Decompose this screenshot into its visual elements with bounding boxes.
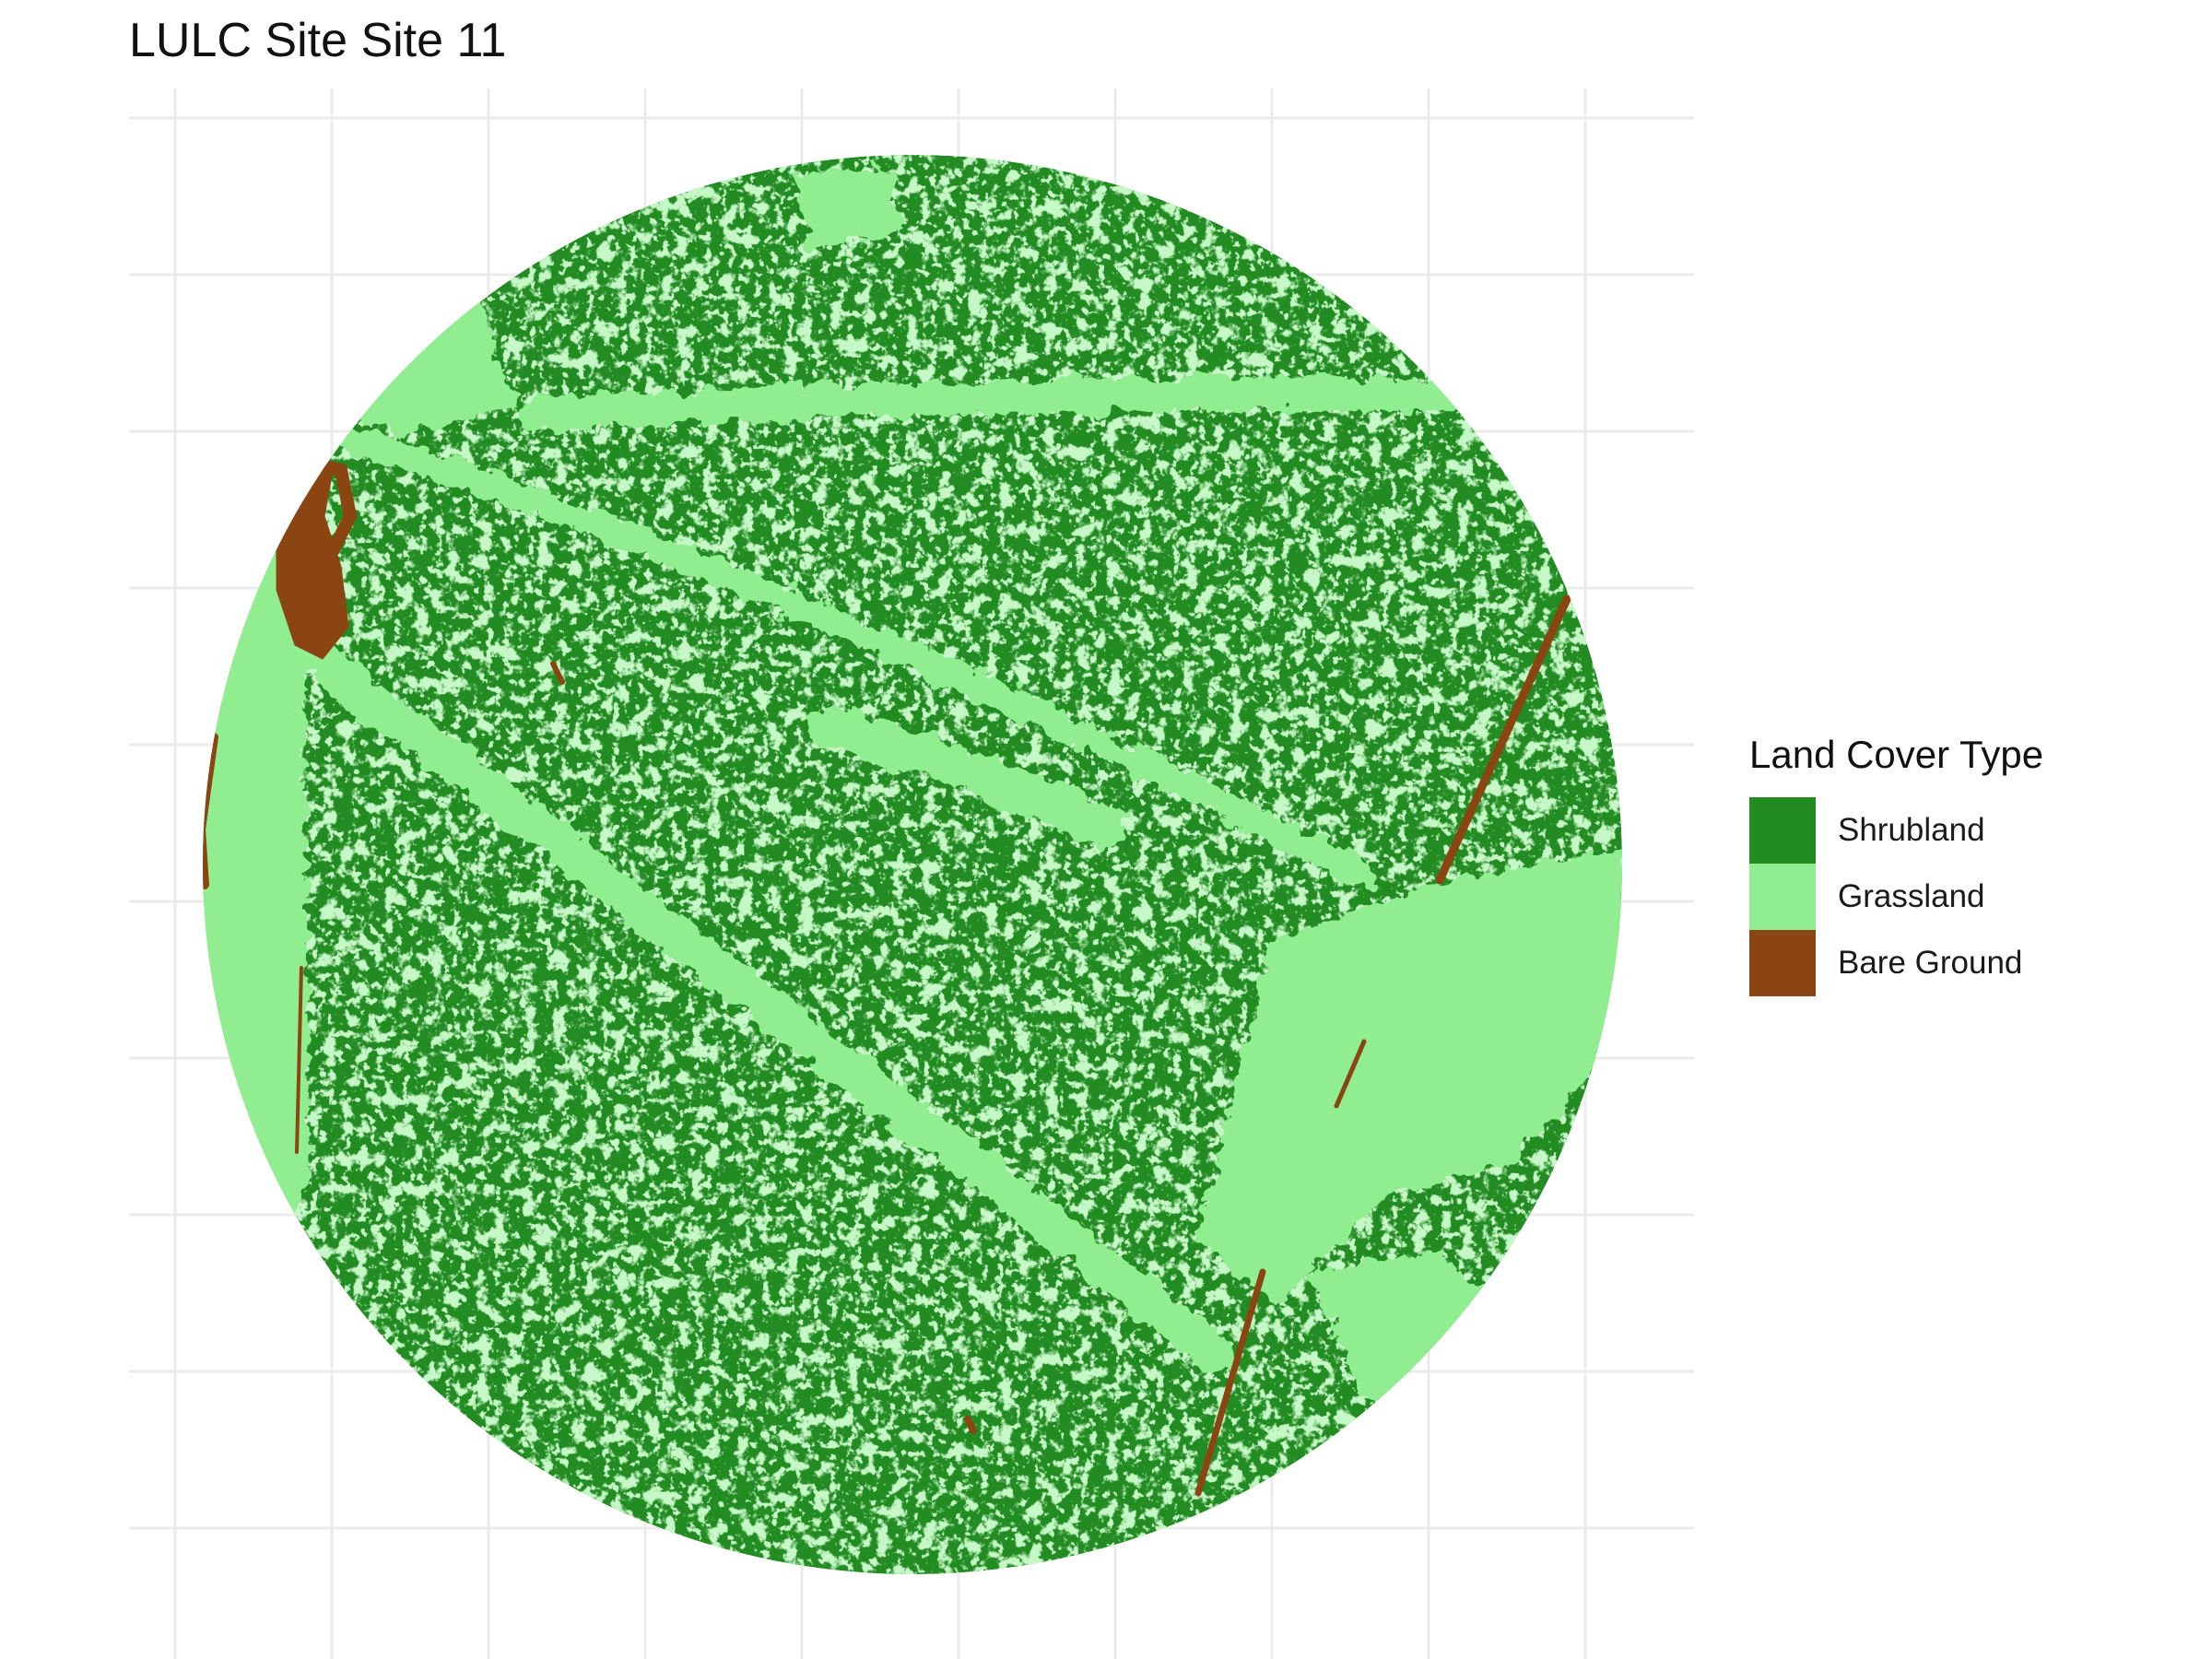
swatch-grassland [1749, 864, 1816, 930]
bare-ground-center-speck [964, 1416, 977, 1434]
legend-item-shrubland: Shrubland [1749, 797, 2043, 864]
legend: Land Cover Type Shrubland Grassland Bare… [1749, 733, 2043, 996]
swatch-shrubland [1749, 797, 1816, 864]
legend-title: Land Cover Type [1749, 733, 2044, 776]
bare-ground-south-track [1194, 1268, 1266, 1497]
bare-ground-west-edge-streak [203, 733, 218, 889]
legend-label-shrubland: Shrubland [1838, 812, 1985, 848]
grassland-north-patch [792, 165, 904, 250]
grassland-corridor-central [808, 707, 1127, 851]
grassland-fine-texture [203, 155, 1622, 1574]
grassland-corridor-northwest-southeast [294, 635, 1236, 1374]
bare-ground-east-track [1435, 594, 1571, 885]
bare-ground-north-speck [550, 661, 565, 685]
bare-ground-west-vertical-streak [295, 966, 303, 1154]
land-cover-raster [203, 155, 1622, 1574]
plot-title: LULC Site Site 11 [129, 14, 507, 67]
legend-label-bare-ground: Bare Ground [1838, 945, 2023, 981]
bare-ground-track-segment [1334, 1039, 1367, 1109]
bare-ground-northwest-streak [316, 459, 358, 559]
grassland-corridor-north [319, 420, 1377, 888]
legend-item-bare-ground: Bare Ground [1749, 930, 2043, 996]
grassland-corridor-upper [518, 377, 1528, 431]
legend-label-grassland: Grassland [1838, 878, 1985, 914]
legend-item-grassland: Grassland [1749, 864, 2043, 930]
swatch-bare-ground [1749, 930, 1816, 996]
grassland-east-clearing [1197, 847, 1622, 1310]
